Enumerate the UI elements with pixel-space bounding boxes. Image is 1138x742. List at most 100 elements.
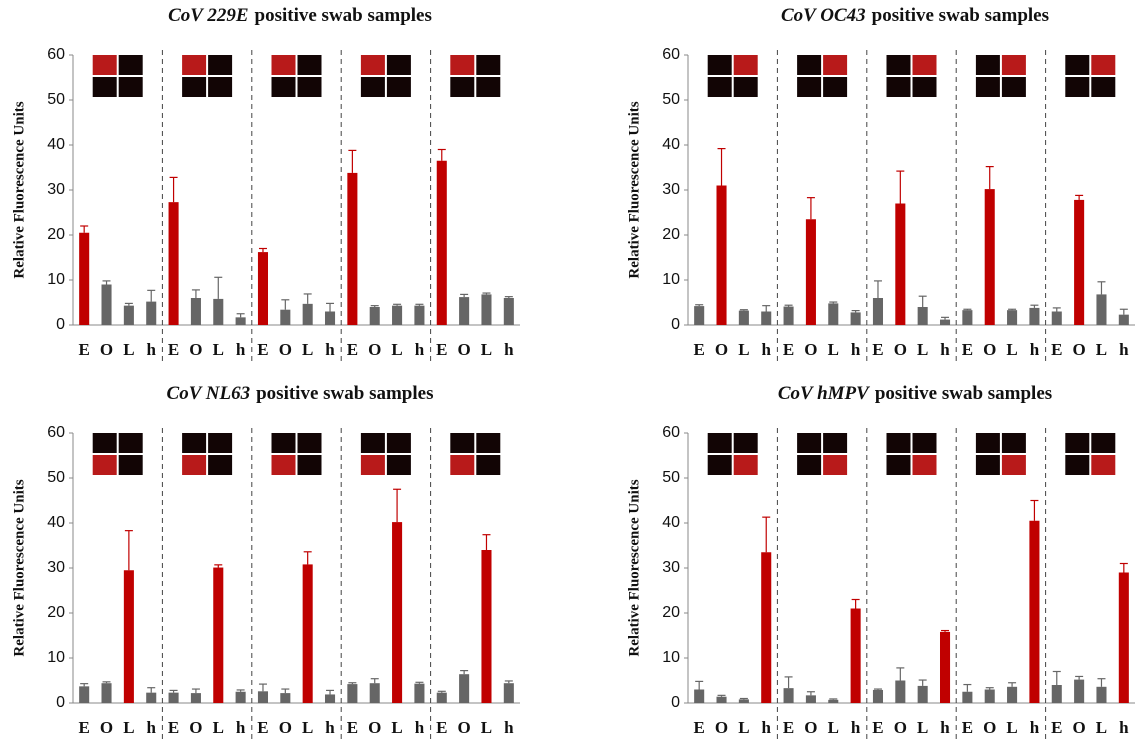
x-tick-label: h [325,340,335,359]
fluorescence-thumbnail [387,77,411,97]
x-tick-label: O [1073,718,1086,737]
fluorescence-thumbnail [208,455,232,475]
fluorescence-thumbnail [450,433,474,453]
fluorescence-thumbnail [476,433,500,453]
bar [1096,687,1106,703]
x-tick-label: L [828,340,839,359]
x-tick-label: h [1030,718,1040,737]
fluorescence-thumbnail [797,55,821,75]
x-tick-label: L [302,718,313,737]
fluorescence-thumbnail [272,455,296,475]
x-tick-label: O [458,718,471,737]
x-tick-label: L [123,718,134,737]
x-tick-label: E [257,340,268,359]
x-tick-label: h [504,718,514,737]
x-tick-label: E [694,718,705,737]
fluorescence-thumbnail [734,55,758,75]
x-tick-label: O [804,340,817,359]
bar [303,304,313,325]
x-tick-label: E [962,340,973,359]
fluorescence-thumbnail [182,77,206,97]
bar [1119,573,1129,704]
bar [806,219,816,325]
bar [146,302,156,325]
fluorescence-thumbnail [272,77,296,97]
fluorescence-thumbnail [913,455,937,475]
x-tick-label: L [391,718,402,737]
fluorescence-thumbnail [976,433,1000,453]
fluorescence-thumbnail [476,55,500,75]
title-virus: CoV hMPV [778,383,870,404]
y-tick-label: 60 [662,46,680,63]
fluorescence-thumbnail [119,433,143,453]
x-tick-label: O [894,718,907,737]
title-text: positive swab samples [875,383,1052,404]
bar [1052,312,1062,326]
fluorescence-thumbnail [1091,55,1115,75]
fluorescence-thumbnail [976,455,1000,475]
y-tick-label: 40 [662,136,680,153]
x-tick-label: E [783,718,794,737]
title-text: positive swab samples [256,383,433,404]
x-tick-label: h [1119,718,1129,737]
fluorescence-thumbnail [208,55,232,75]
bar [303,564,313,703]
x-tick-label: E [257,718,268,737]
y-tick-label: 10 [662,649,680,666]
x-tick-label: h [851,718,861,737]
fluorescence-thumbnail [797,433,821,453]
y-tick-label: 0 [671,694,680,711]
fluorescence-thumbnail [823,433,847,453]
bar [918,686,928,703]
x-tick-label: L [302,340,313,359]
bar [1052,685,1062,703]
bar [784,307,794,325]
bar [1119,315,1129,325]
x-tick-label: E [347,340,358,359]
bar [481,294,491,325]
bar [851,312,861,325]
x-tick-label: L [123,340,134,359]
x-tick-label: O [189,340,202,359]
fluorescence-thumbnail [387,455,411,475]
y-tick-label: 20 [47,226,65,243]
y-axis-label: Relative Fluorescence Units [626,479,642,656]
fluorescence-thumbnail [182,55,206,75]
bar [79,686,89,703]
bar [437,161,447,325]
bar [940,632,950,703]
y-axis-label: Relative Fluorescence Units [11,101,27,278]
y-tick-label: 10 [662,271,680,288]
bar [1074,200,1084,325]
y-tick-label: 60 [47,424,65,441]
fluorescence-thumbnail [1091,433,1115,453]
title-virus: CoV 229E [168,5,248,26]
bar [437,693,447,703]
fluorescence-thumbnail [93,433,117,453]
bar [504,683,514,703]
x-tick-label: O [279,718,292,737]
x-tick-label: L [213,340,224,359]
bar [985,690,995,704]
x-tick-label: O [368,718,381,737]
bar [169,693,179,703]
bar [347,684,357,703]
fluorescence-thumbnail [208,433,232,453]
bar [191,298,201,325]
bar [258,691,268,703]
bar [962,692,972,703]
fluorescence-thumbnail [1065,77,1089,97]
x-tick-label: h [504,340,514,359]
fluorescence-thumbnail [1091,77,1115,97]
x-tick-label: E [347,718,358,737]
bar [79,233,89,325]
y-tick-label: 50 [662,91,680,108]
x-tick-label: L [1096,718,1107,737]
bar [504,298,514,325]
x-tick-label: E [783,340,794,359]
fluorescence-thumbnail [361,55,385,75]
x-tick-label: h [236,718,246,737]
bar [806,695,816,703]
bar [761,312,771,326]
